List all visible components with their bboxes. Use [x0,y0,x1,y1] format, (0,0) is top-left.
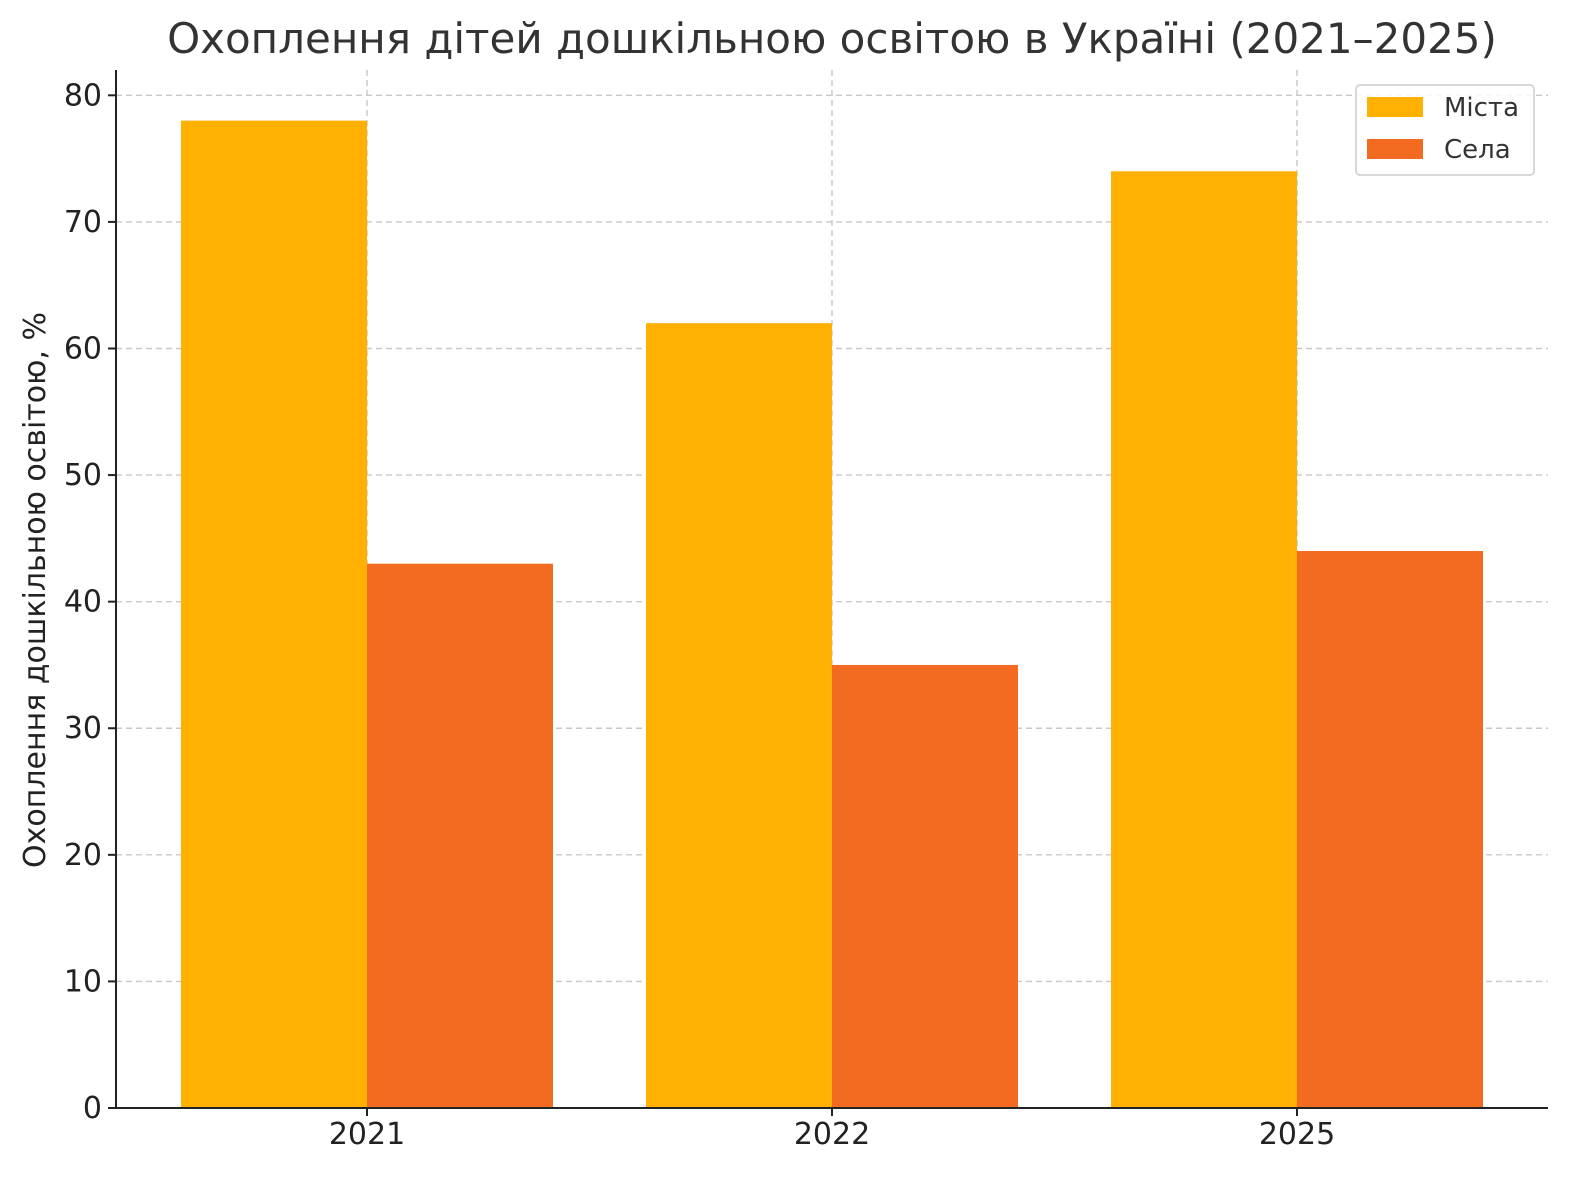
bar-mista-2022 [646,323,832,1108]
bar-sela-2025 [1297,551,1483,1108]
y-tick-label: 50 [64,458,102,493]
y-tick-label: 0 [83,1091,102,1126]
legend-swatch [1367,97,1423,117]
y-tick-label: 10 [64,964,102,999]
bar-mista-2021 [181,120,367,1108]
bar-sela-2021 [367,563,553,1108]
x-tick-label: 2022 [794,1117,870,1152]
chart-title: Охоплення дітей дошкільною освітою в Укр… [167,14,1497,63]
y-tick-label: 70 [64,205,102,240]
legend-swatch [1367,139,1423,159]
x-tick-label: 2025 [1259,1117,1335,1152]
bars [181,120,1483,1108]
legend-label: Села [1444,135,1511,165]
y-axis-label: Охоплення дошкільною освітою, % [18,312,53,868]
y-tick-label: 20 [64,838,102,873]
y-tick-label: 60 [64,331,102,366]
y-tick-label: 40 [64,585,102,620]
y-tick-label: 80 [64,78,102,113]
x-tick-label: 2021 [329,1117,405,1152]
legend-label: Міста [1444,93,1519,123]
legend: Міста Села [1355,84,1535,176]
bar-sela-2022 [832,664,1018,1108]
y-tick-label: 30 [64,711,102,746]
ticks: 0 10 20 30 40 50 60 70 80 2021 2022 2025 [64,78,1335,1152]
bar-mista-2025 [1111,171,1297,1108]
